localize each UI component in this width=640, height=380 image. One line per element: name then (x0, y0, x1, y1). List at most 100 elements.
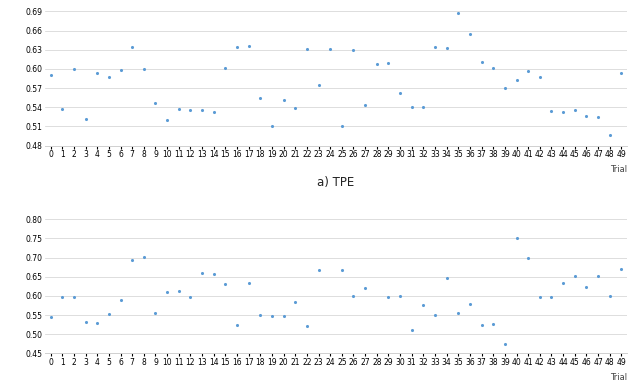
Point (558, 279, 568, 285)
Point (115, 66, 125, 73)
Point (616, 70, 627, 76)
Point (453, 310, 463, 316)
Point (69, 294, 79, 300)
Point (186, 108, 196, 114)
Point (92, 320, 102, 326)
Point (593, 114, 604, 120)
Point (278, 313, 289, 319)
Point (581, 284, 591, 290)
Point (115, 297, 125, 303)
Point (150, 100, 161, 106)
Point (430, 44, 440, 50)
Point (278, 97, 289, 103)
Point (535, 294, 545, 300)
Point (477, 322, 487, 328)
Point (45, 314, 56, 320)
Point (605, 293, 615, 299)
Point (244, 280, 254, 286)
Point (488, 321, 499, 327)
Point (197, 270, 207, 276)
Point (419, 104, 429, 110)
Point (162, 117, 172, 123)
Point (150, 310, 161, 316)
Point (302, 323, 312, 329)
Point (209, 109, 219, 115)
Point (442, 274, 452, 280)
Point (290, 105, 300, 111)
Point (139, 254, 149, 260)
Point (500, 341, 510, 347)
Text: Trial: Trial (610, 165, 627, 174)
Point (605, 131, 615, 138)
Point (395, 293, 405, 299)
Point (232, 43, 242, 49)
Point (173, 106, 184, 112)
Point (535, 74, 545, 80)
Point (511, 235, 522, 241)
Point (465, 301, 475, 307)
Point (348, 293, 358, 299)
Point (406, 103, 417, 109)
Point (45, 72, 56, 78)
Point (395, 90, 405, 96)
Point (523, 255, 533, 261)
Point (547, 294, 557, 300)
Point (104, 311, 114, 317)
Point (255, 312, 266, 318)
Point (92, 70, 102, 76)
Point (383, 60, 394, 66)
Point (267, 313, 277, 319)
Point (57, 294, 67, 301)
Point (162, 289, 172, 295)
Point (511, 77, 522, 83)
Text: a) TPE: a) TPE (317, 176, 355, 189)
Point (488, 65, 499, 71)
Point (186, 294, 196, 300)
Point (173, 288, 184, 294)
Point (197, 108, 207, 114)
Point (220, 65, 230, 71)
Point (372, 61, 382, 67)
Point (477, 59, 487, 65)
Point (523, 68, 533, 74)
Point (570, 273, 580, 279)
Point (442, 45, 452, 51)
Point (500, 85, 510, 91)
Point (325, 46, 335, 52)
Point (570, 108, 580, 114)
Point (558, 109, 568, 115)
Point (57, 106, 67, 112)
Point (453, 10, 463, 16)
Point (581, 112, 591, 119)
Point (209, 271, 219, 277)
Point (419, 302, 429, 308)
Point (244, 43, 254, 49)
Point (220, 281, 230, 287)
Point (547, 108, 557, 114)
Point (127, 257, 138, 263)
Text: Trial: Trial (610, 373, 627, 380)
Point (593, 273, 604, 279)
Point (139, 66, 149, 72)
Point (104, 74, 114, 80)
Point (406, 326, 417, 332)
Point (314, 267, 324, 273)
Point (232, 321, 242, 328)
Point (81, 116, 91, 122)
Point (302, 46, 312, 52)
Point (255, 95, 266, 101)
Point (127, 43, 138, 49)
Point (360, 285, 371, 291)
Point (465, 31, 475, 37)
Point (616, 266, 627, 272)
Point (337, 123, 347, 129)
Point (348, 47, 358, 53)
Point (81, 319, 91, 325)
Point (430, 312, 440, 318)
Point (337, 267, 347, 273)
Point (383, 294, 394, 301)
Point (290, 299, 300, 306)
Point (360, 101, 371, 108)
Point (69, 66, 79, 72)
Point (267, 124, 277, 130)
